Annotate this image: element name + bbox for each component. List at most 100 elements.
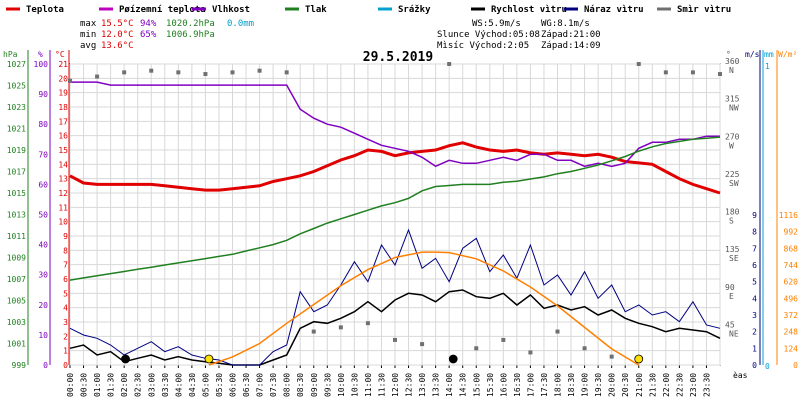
rain-tick-label: 1 <box>765 62 770 71</box>
stats-box: max 15.5°C 94% 1020.2hPa 0.0mm min 12.0°… <box>80 19 254 51</box>
wind-tick-label: 7 <box>752 244 757 253</box>
solar-tick-label: 496 <box>784 294 799 303</box>
x-tick-label: 06:00 <box>229 373 238 397</box>
series-sm-r-v-tru-point <box>420 342 425 347</box>
temp-tick-label: 11 <box>58 203 68 212</box>
temp-tick-label: 15 <box>58 146 68 155</box>
series-sm-r-v-tru-point <box>284 70 289 75</box>
info-box: WS:5.9m/s WG:8.1m/s Slunce Východ:05:08 … <box>437 19 601 51</box>
x-tick-label: 15:30 <box>486 373 495 397</box>
temp-tick-label: 21 <box>58 60 68 69</box>
x-tick-label: 14:00 <box>445 373 454 397</box>
series-sm-r-v-tru-point <box>609 354 614 359</box>
wind-tick-label: 6 <box>752 261 757 270</box>
sun-marker <box>634 354 644 364</box>
x-tick-label: 07:00 <box>256 373 265 397</box>
legend-label: Tlak <box>305 5 327 15</box>
stat-max-press: 1020.2hPa <box>166 19 215 29</box>
wind-tick-label: 0 <box>752 361 757 370</box>
direction-tick-label: 135 <box>725 245 740 254</box>
direction-tick-label: 360 <box>725 57 740 66</box>
x-tick-label: 05:30 <box>215 373 224 397</box>
humidity-tick-label: 30 <box>38 271 48 280</box>
legend-label: Srážky <box>398 5 431 15</box>
info-sun-rise: Slunce Východ:05:08 <box>437 30 540 40</box>
pressure-tick-label: 999 <box>12 361 27 370</box>
info-moon-rise: Mìsíc Východ:2:05 <box>437 41 529 51</box>
x-tick-label: 12:30 <box>405 373 414 397</box>
stat-max-hum: 94% <box>140 19 157 29</box>
temp-tick-label: 18 <box>58 103 68 112</box>
pressure-unit-label: hPa <box>3 50 18 59</box>
series-sm-r-v-tru-point <box>311 329 316 334</box>
series-sm-r-v-tru-point <box>95 74 100 79</box>
info-sun-set: Západ:21:00 <box>541 30 601 40</box>
grid <box>69 63 721 366</box>
series-sm-r-v-tru-point <box>393 337 397 342</box>
x-tick-label: 02:30 <box>134 373 143 397</box>
series-sm-r-v-tru-point <box>122 70 127 75</box>
temp-tick-label: 12 <box>58 189 68 198</box>
pressure-tick-label: 1003 <box>7 318 26 327</box>
x-tick-label: 10:30 <box>350 373 359 397</box>
series-sm-r-v-tru-point <box>68 78 72 83</box>
series-sm-r-v-tru-point <box>365 321 370 326</box>
x-tick-label: 01:30 <box>107 373 116 397</box>
pressure-tick-label: 1011 <box>7 232 26 241</box>
temp-tick-label: 4 <box>63 304 68 313</box>
x-tick-label: 09:30 <box>323 373 332 397</box>
x-tick-label: 21:00 <box>635 373 644 397</box>
x-tick-label: 04:00 <box>174 373 183 397</box>
temp-tick-label: 1 <box>63 347 68 356</box>
x-tick-label: 17:30 <box>540 373 549 397</box>
pressure-tick-label: 1013 <box>7 211 26 220</box>
pressure-tick-label: 1017 <box>7 168 26 177</box>
wind-tick-label: 9 <box>752 211 757 220</box>
series-sm-r-v-tru-point <box>636 62 641 66</box>
wind-tick-label: 5 <box>752 278 757 287</box>
pressure-tick-label: 1009 <box>7 254 26 263</box>
humidity-tick-label: 10 <box>38 331 48 340</box>
stat-min-hum: 65% <box>140 30 157 40</box>
series-sm-r-v-tru-point <box>203 72 208 77</box>
pressure-tick-label: 1015 <box>7 189 26 198</box>
stat-max-label: max <box>80 19 97 29</box>
wind-tick-label: 2 <box>752 328 757 337</box>
humidity-tick-label: 20 <box>38 301 48 310</box>
chart-title: 29.5.2019 <box>363 50 433 65</box>
temp-tick-label: 6 <box>63 275 68 284</box>
direction-tick-label: 180 <box>725 208 740 217</box>
legend-label: Rychlost vìtru <box>491 5 567 15</box>
x-tick-label: 08:00 <box>283 373 292 397</box>
stat-max-rain: 0.0mm <box>227 19 254 29</box>
direction-name-label: E <box>729 292 734 301</box>
humidity-tick-label: 50 <box>38 211 48 220</box>
x-tick-label: 01:00 <box>93 373 102 397</box>
temp-tick-label: 9 <box>63 232 68 241</box>
solar-tick-label: 372 <box>784 311 799 320</box>
x-tick-label: 18:00 <box>554 373 563 397</box>
direction-tick-label: 225 <box>725 170 740 179</box>
direction-name-label: N <box>729 66 734 75</box>
humidity-tick-label: 90 <box>38 90 48 99</box>
legend-label: Náraz vìtru <box>584 5 644 15</box>
x-tick-label: 16:30 <box>513 373 522 397</box>
series-sm-r-v-tru-point <box>555 329 560 334</box>
stat-avg-label: avg <box>80 41 96 51</box>
humidity-tick-label: 70 <box>38 150 48 159</box>
temp-tick-label: 8 <box>63 246 68 255</box>
pressure-tick-label: 1019 <box>7 146 26 155</box>
temp-tick-label: 3 <box>63 318 68 327</box>
temp-tick-label: 19 <box>58 89 68 98</box>
x-tick-label: 00:00 <box>66 373 75 397</box>
humidity-tick-label: 40 <box>38 241 48 250</box>
pressure-tick-label: 1021 <box>7 125 26 134</box>
solar-tick-label: 1116 <box>779 211 798 220</box>
x-tick-label: 23:00 <box>689 373 698 397</box>
humidity-tick-label: 0 <box>43 361 48 370</box>
series-teplota-line <box>69 141 721 195</box>
series-rychlost-v-tru-line <box>69 289 721 366</box>
temp-tick-label: 5 <box>63 289 68 298</box>
sun-moon-markers <box>121 354 644 364</box>
